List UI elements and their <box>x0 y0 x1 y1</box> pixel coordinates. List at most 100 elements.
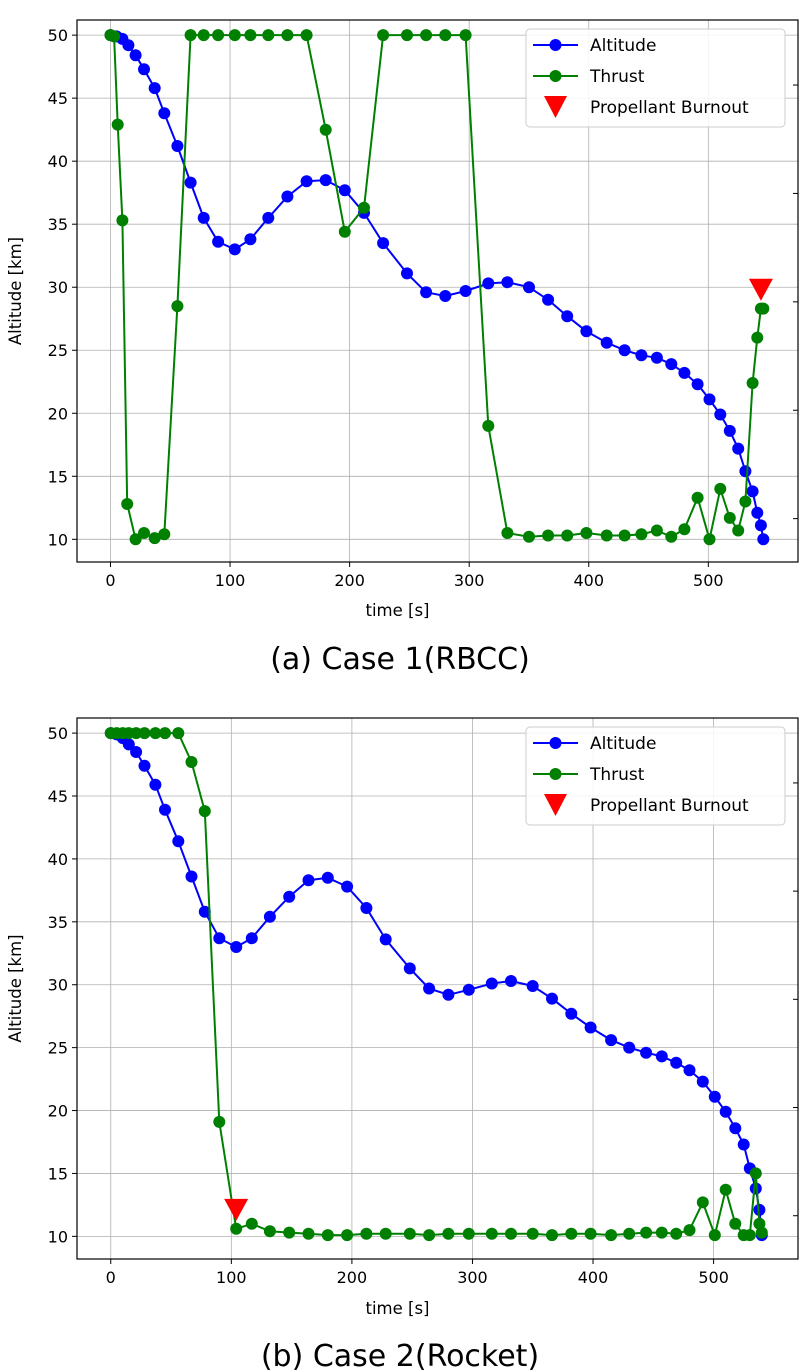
caption-b: (b) Case 2(Rocket) <box>261 1339 539 1372</box>
altitude-point <box>754 519 767 532</box>
x-tick-label: 400 <box>573 571 604 590</box>
thrust-point <box>755 1226 768 1239</box>
altitude-point <box>377 237 390 250</box>
altitude-point <box>341 880 354 893</box>
altitude-point <box>526 980 539 992</box>
altitude-point <box>138 759 151 772</box>
altitude-point <box>729 1122 742 1135</box>
thrust-point <box>605 1229 618 1242</box>
legend-box-b <box>525 726 786 826</box>
altitude-point <box>505 975 517 987</box>
thrust-point <box>108 30 121 43</box>
altitude-point <box>751 506 764 519</box>
y-tick-label: 50 <box>48 26 68 45</box>
altitude-point <box>703 393 716 406</box>
thrust-point <box>172 727 185 740</box>
thrust-point <box>640 1226 653 1239</box>
thrust-point <box>111 118 124 131</box>
thrust-point <box>459 29 472 42</box>
thrust-point <box>623 1227 636 1240</box>
altitude-point <box>283 890 296 903</box>
altitude-point <box>122 39 135 52</box>
thrust-point <box>159 727 171 740</box>
thrust-point <box>158 528 171 541</box>
altitude-point <box>300 175 313 188</box>
altitude-point <box>749 1182 762 1195</box>
thrust-point <box>358 201 370 214</box>
ticks-b: 0 100 200 300 400 500 10 15 20 25 30 35 40 45 50 <box>48 724 798 1287</box>
altitude-point <box>618 344 631 357</box>
thrust-point <box>213 1115 226 1128</box>
legend-a: Altitude Thrust Propellant Burnout <box>525 28 786 128</box>
caption-a: (a) Case 1(RBCC) <box>270 642 530 677</box>
x-tick-label: 400 <box>578 1268 609 1287</box>
altitude-point <box>338 184 351 197</box>
altitude-point <box>423 982 436 995</box>
altitude-point <box>442 988 455 1001</box>
thrust-point <box>262 29 275 42</box>
thrust-point <box>462 1227 475 1240</box>
series-layer-a <box>104 29 773 546</box>
altitude-point <box>149 778 162 791</box>
altitude-point <box>584 1021 597 1034</box>
thrust-point <box>149 727 162 740</box>
y-axis-label-a: Altitude [km] <box>6 237 25 345</box>
altitude-point <box>655 1050 668 1063</box>
altitude-point <box>245 932 258 945</box>
thrust-point <box>714 482 727 495</box>
thrust-point <box>121 498 134 510</box>
thrust-point <box>751 331 764 344</box>
thrust-point <box>360 1227 373 1240</box>
thrust-point <box>420 29 433 42</box>
thrust-point <box>618 529 631 542</box>
altitude-point <box>321 871 334 884</box>
propellant-burnout-marker <box>224 1198 249 1221</box>
thrust-point <box>230 1222 243 1235</box>
altitude-point <box>230 941 243 953</box>
x-tick-label: 0 <box>106 1268 116 1287</box>
ticks-a: 0 100 200 300 400 500 10 15 20 25 30 35 40 45 50 <box>48 26 798 590</box>
thrust-point <box>665 530 678 543</box>
y-tick-label: 10 <box>48 530 68 549</box>
altitude-point <box>159 803 171 816</box>
x-tick-label: 300 <box>457 1268 488 1287</box>
thrust-point <box>691 491 704 504</box>
thrust-point <box>703 533 716 546</box>
y-tick-label: 15 <box>48 1164 68 1183</box>
altitude-point <box>523 281 535 294</box>
y-tick-label: 40 <box>48 152 68 171</box>
altitude-point <box>244 233 257 246</box>
altitude-point <box>129 49 142 62</box>
thrust-point <box>197 29 210 42</box>
thrust-point <box>526 1227 539 1240</box>
thrust-point <box>678 523 691 536</box>
thrust-point <box>650 524 663 537</box>
thrust-point <box>729 1217 742 1230</box>
thrust-point <box>129 533 142 546</box>
altitude-point <box>148 82 161 95</box>
series-layer-b <box>104 727 768 1242</box>
altitude-point <box>650 351 663 364</box>
thrust-point <box>523 530 535 543</box>
altitude-line <box>110 732 763 1236</box>
altitude-point <box>319 174 332 187</box>
legend-box-a <box>525 28 786 128</box>
altitude-point <box>379 933 392 946</box>
altitude-point <box>640 1046 653 1059</box>
thrust-point <box>338 225 351 238</box>
altitude-point <box>212 235 225 248</box>
thrust-point <box>341 1229 354 1242</box>
thrust-point <box>130 727 143 740</box>
thrust-point <box>655 1226 668 1239</box>
altitude-point <box>198 905 211 918</box>
altitude-point <box>665 358 678 371</box>
altitude-point <box>172 835 185 848</box>
legend-altitude-marker-b <box>549 737 562 749</box>
altitude-point <box>482 277 495 290</box>
y-tick-label: 45 <box>48 787 68 806</box>
thrust-point <box>723 511 736 524</box>
thrust-point <box>263 1225 276 1238</box>
chart-panel-a: 0 100 200 300 400 500 10 15 20 25 30 35 40 45 50 time … <box>6 19 799 677</box>
legend-burnout-marker-a <box>544 96 567 118</box>
